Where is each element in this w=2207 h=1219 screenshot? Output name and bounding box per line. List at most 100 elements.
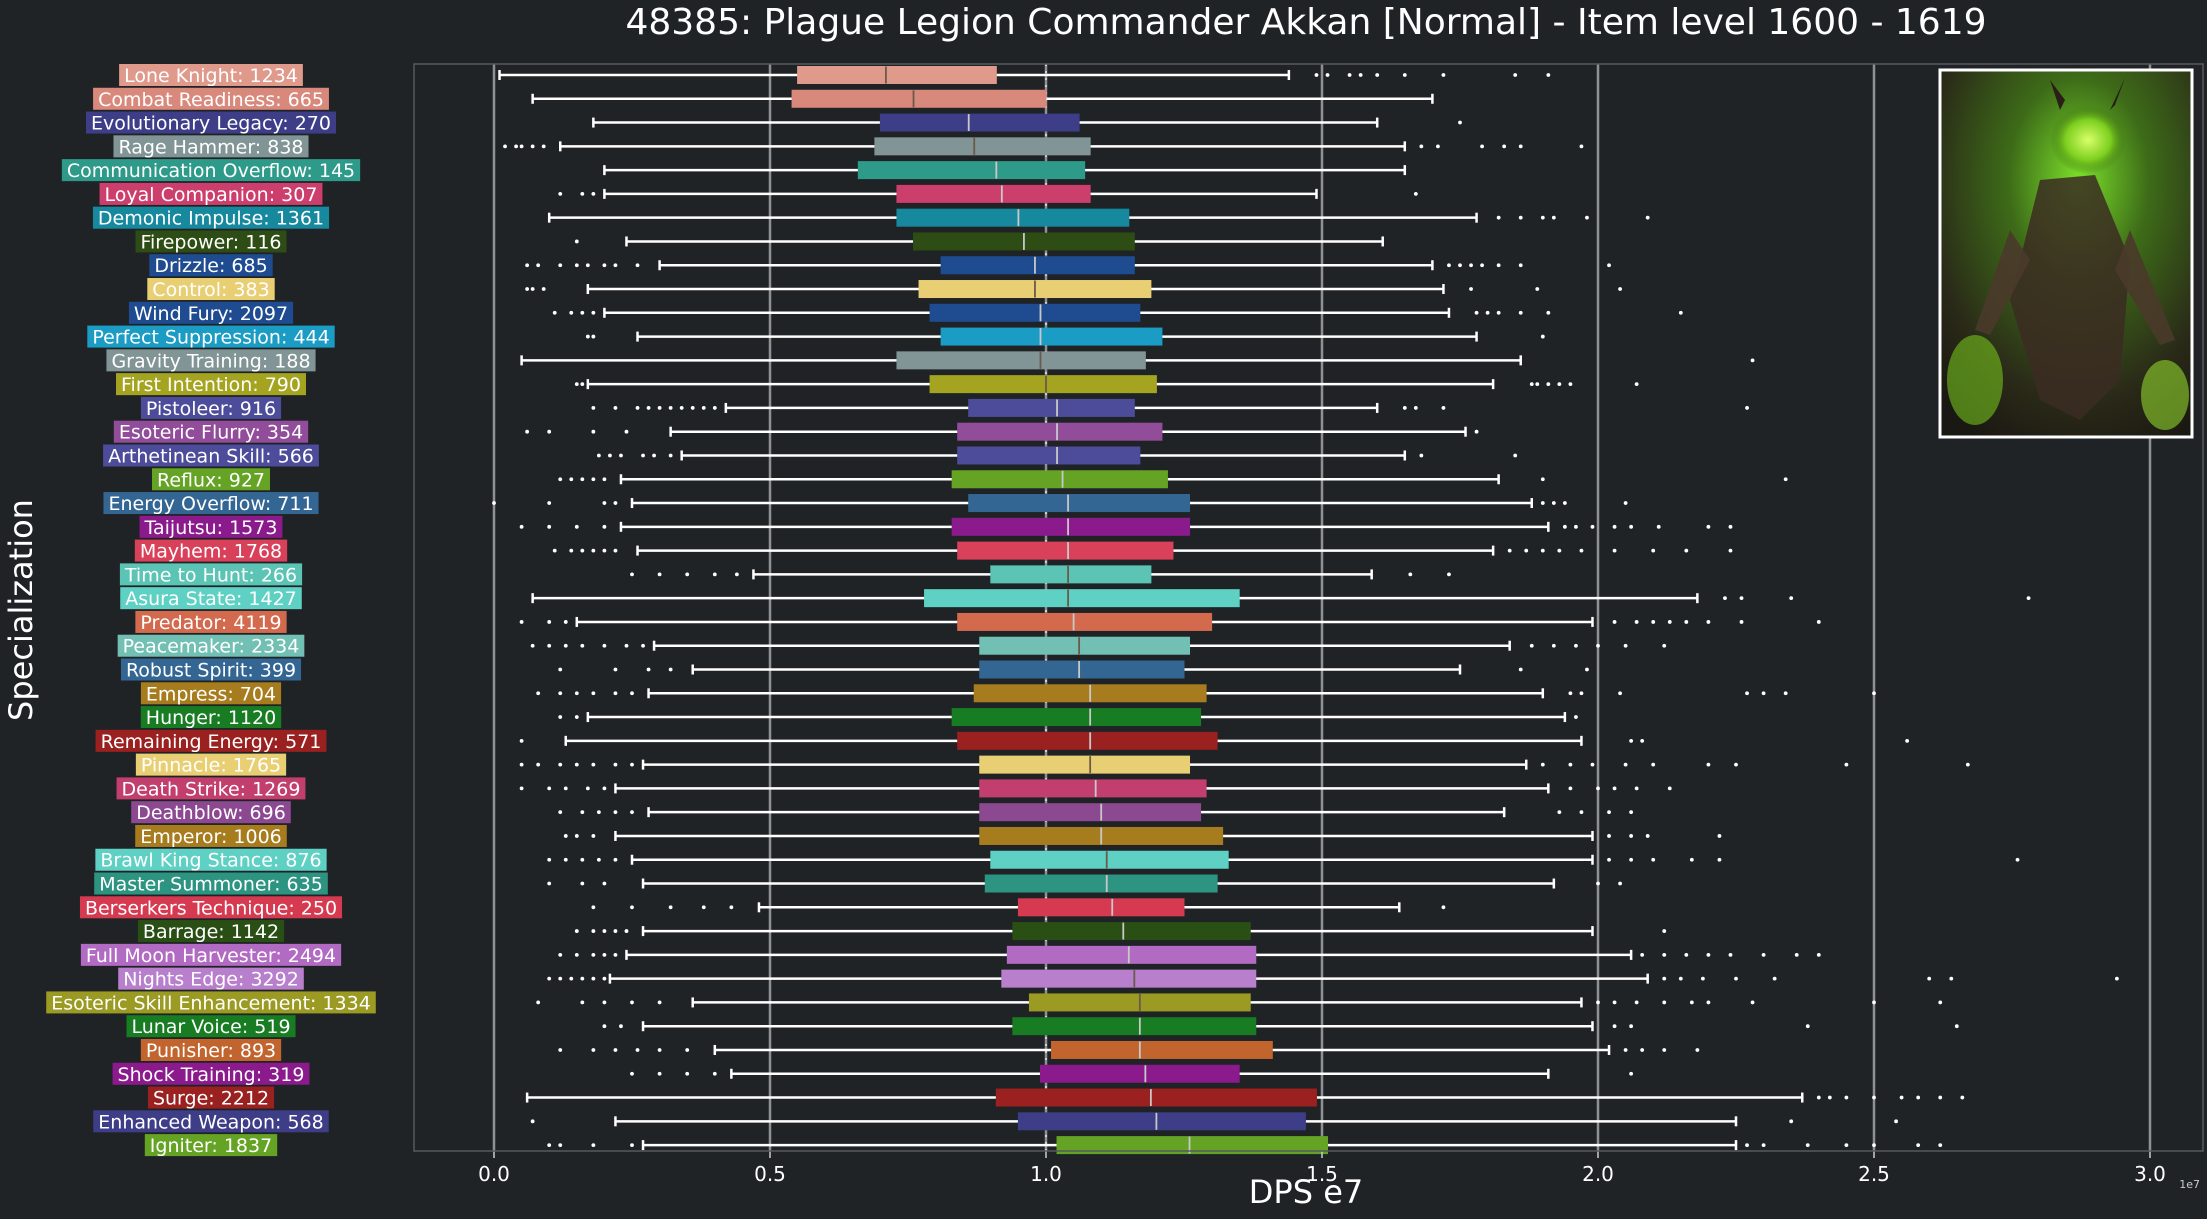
outlier-point: [1314, 73, 1319, 77]
outlier-point: [1750, 358, 1755, 363]
outlier-point: [657, 1000, 662, 1005]
outlier-point: [1717, 857, 1722, 862]
outlier-point: [602, 1000, 607, 1005]
outlier-point: [1612, 620, 1617, 624]
outlier-point: [1612, 548, 1617, 553]
outlier-point: [574, 929, 579, 933]
box-iqr: [874, 137, 1091, 156]
label-text: Surge: 2212: [153, 1088, 269, 1110]
outlier-point: [525, 429, 530, 434]
outlier-point: [1805, 1024, 1810, 1029]
outlier-point: [563, 834, 568, 838]
outlier-point: [591, 691, 596, 696]
label-background: [135, 753, 287, 776]
outlier-point: [1408, 572, 1413, 577]
outlier-point: [569, 310, 574, 315]
outlier-point: [585, 786, 590, 791]
label-text: Igniter: 1837: [150, 1135, 272, 1157]
outlier-point: [1739, 596, 1744, 601]
label-background: [86, 111, 336, 134]
box-row: [530, 1112, 1898, 1131]
label-text: Reflux: 927: [157, 469, 265, 491]
outlier-point: [530, 144, 535, 149]
box-iqr: [1017, 898, 1185, 917]
outlier-point: [1496, 263, 1501, 268]
box-row: [530, 636, 1667, 655]
outlier-point: [1551, 501, 1556, 505]
category-label: Gravity Training: 188: [106, 349, 316, 372]
label-text: Firepower: 116: [140, 231, 281, 253]
outlier-point: [712, 406, 717, 410]
box-iqr: [797, 66, 997, 84]
box-row: [525, 1088, 1965, 1107]
outlier-point: [613, 929, 618, 933]
outlier-point: [558, 477, 563, 482]
label-text: Drizzle: 685: [154, 255, 267, 277]
outlier-point: [701, 406, 706, 410]
label-background: [135, 230, 287, 253]
outlier-point: [1607, 810, 1611, 815]
outlier-point: [1894, 1119, 1898, 1124]
outlier-point: [1965, 762, 1970, 767]
label-text: Shock Training: 319: [118, 1064, 305, 1086]
outlier-point: [1651, 548, 1656, 553]
category-label: Esoteric Flurry: 354: [113, 420, 309, 444]
outlier-point: [685, 572, 690, 577]
category-label: Hunger: 1120: [140, 706, 282, 729]
label-text: Lunar Voice: 519: [131, 1016, 290, 1038]
outlier-point: [596, 453, 601, 458]
label-text: Punisher: 893: [146, 1040, 276, 1062]
outlier-point: [1954, 1024, 1959, 1029]
outlier-point: [558, 952, 563, 957]
outlier-point: [552, 310, 557, 315]
outlier-point: [580, 976, 585, 981]
outlier-point: [602, 263, 607, 268]
outlier-point: [519, 524, 524, 529]
outlier-point: [574, 834, 579, 838]
outlier-point: [547, 524, 552, 529]
label-text: Berserkers Technique: 250: [85, 897, 337, 919]
outlier-point: [1905, 738, 1910, 743]
outlier-point: [624, 929, 629, 933]
outlier-point: [1634, 620, 1639, 624]
outlier-point: [624, 429, 629, 434]
outlier-point: [1689, 1000, 1694, 1005]
outlier-point: [1734, 762, 1738, 767]
outlier-point: [536, 1000, 541, 1005]
outlier-point: [1728, 952, 1733, 957]
label-background: [95, 848, 327, 871]
box-iqr: [990, 565, 1152, 584]
outlier-point: [1557, 810, 1562, 815]
box-iqr: [957, 446, 1141, 465]
outlier-point: [2015, 857, 2020, 862]
outlier-point: [519, 144, 524, 149]
box-iqr: [957, 541, 1174, 560]
outlier-point: [591, 310, 596, 315]
category-label: Berserkers Technique: 250: [79, 896, 343, 919]
category-label: Time to Hunt: 266: [119, 563, 303, 586]
box-iqr: [951, 708, 1202, 727]
label-background: [120, 658, 302, 681]
outlier-point: [591, 762, 596, 767]
outlier-point: [1447, 263, 1451, 268]
outlier-point: [1458, 263, 1462, 268]
outlier-point: [574, 524, 579, 529]
outlier-point: [1518, 667, 1523, 672]
outlier-point: [1816, 1095, 1821, 1100]
outlier-point: [1540, 477, 1545, 482]
outlier-point: [580, 810, 585, 815]
box-row: [558, 708, 1578, 727]
outlier-point: [1579, 548, 1584, 553]
label-background: [117, 634, 305, 657]
outlier-point: [591, 192, 596, 196]
outlier-point: [1629, 524, 1634, 529]
box-iqr: [929, 375, 1157, 394]
label-text: Evolutionary Legacy: 270: [91, 113, 331, 135]
label-background: [46, 991, 376, 1014]
outlier-point: [630, 762, 634, 767]
outlier-point: [1413, 192, 1418, 196]
outlier-point: [591, 976, 596, 981]
outlier-point: [630, 572, 634, 577]
category-label: Surge: 2212: [147, 1086, 275, 1110]
